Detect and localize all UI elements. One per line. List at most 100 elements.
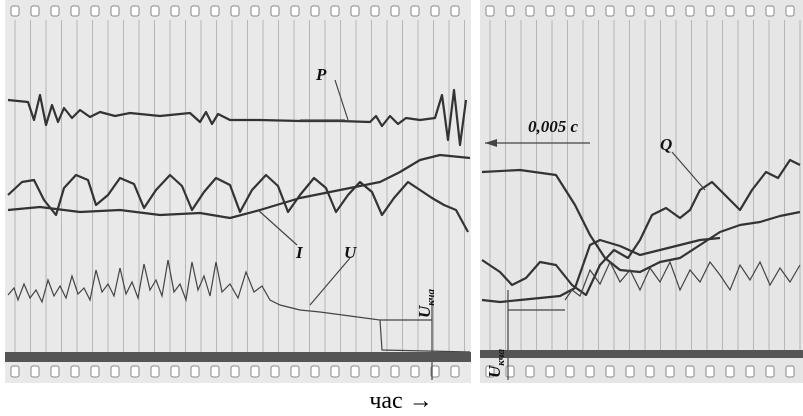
perforation [525, 5, 535, 17]
perforation [270, 5, 280, 17]
film-panels [5, 0, 803, 383]
perforation [150, 365, 160, 378]
perforation [765, 5, 775, 17]
perforation [310, 5, 320, 17]
i-leader [257, 209, 298, 246]
perforation [230, 365, 240, 378]
perforation [110, 5, 120, 17]
perforation [30, 365, 40, 378]
perforation [210, 365, 220, 378]
perforation [705, 365, 715, 378]
label-time-scale: 0,005 c [528, 117, 579, 136]
perforation [90, 5, 100, 17]
label-ukcha-right: Uкча [485, 349, 507, 378]
right-film [480, 0, 803, 383]
perforation [110, 365, 120, 378]
trace-i [7, 173, 469, 233]
perforation [150, 5, 160, 17]
perforation [10, 5, 20, 17]
perforation [665, 5, 675, 17]
perforation [450, 365, 460, 378]
perforation [290, 365, 300, 378]
perforation [190, 5, 200, 17]
perforation [665, 365, 675, 378]
perforation [685, 5, 695, 17]
perforation [565, 5, 575, 17]
perforation [605, 365, 615, 378]
perforation [685, 365, 695, 378]
perforation [130, 365, 140, 378]
perforation [745, 365, 755, 378]
perforation [390, 5, 400, 17]
perforation [390, 365, 400, 378]
perforation [270, 365, 280, 378]
perforation [485, 365, 495, 378]
label-q: Q [660, 135, 672, 154]
base-band [5, 352, 471, 362]
trace-ii [7, 153, 471, 220]
perforation [30, 5, 40, 17]
trace-ur [564, 260, 801, 301]
perforation [625, 365, 635, 378]
perforation [725, 5, 735, 17]
perforation [450, 5, 460, 17]
perforation [585, 365, 595, 378]
trace-u [7, 259, 471, 353]
perforation [330, 5, 340, 17]
perforation [785, 365, 795, 378]
perforation [545, 5, 555, 17]
perforation [230, 5, 240, 17]
q-leader [671, 151, 706, 191]
u-sub: кча [495, 349, 507, 366]
perforation [50, 365, 60, 378]
trace-q [481, 158, 801, 297]
perforation [565, 365, 575, 378]
perforation [430, 365, 440, 378]
perforation [370, 365, 380, 378]
u-sub: кча [425, 289, 437, 306]
perforation [50, 5, 60, 17]
perforation [330, 365, 340, 378]
perforation [410, 5, 420, 17]
perforation [785, 5, 795, 17]
u-leader [309, 257, 351, 306]
right-traces [480, 139, 803, 380]
left-traces [5, 79, 471, 380]
perforation [90, 365, 100, 378]
perforation [765, 365, 775, 378]
perforation [170, 365, 180, 378]
perforation [310, 365, 320, 378]
perforation [130, 5, 140, 17]
label-i: I [295, 243, 304, 262]
perforation [605, 5, 615, 17]
perforation [250, 5, 260, 17]
time-scale-arrow [485, 139, 497, 147]
perforation [350, 365, 360, 378]
perforation [645, 365, 655, 378]
perforation [725, 365, 735, 378]
perforation [645, 5, 655, 17]
caption: час → [369, 388, 432, 414]
perforation [430, 5, 440, 17]
trace-r3 [481, 236, 721, 304]
perforation [625, 5, 635, 17]
perforation [70, 5, 80, 17]
perforation [250, 365, 260, 378]
p-leader [334, 79, 349, 121]
label-ukcha-left: Uкча [415, 289, 437, 318]
u-main: U [485, 365, 504, 378]
perforation [170, 5, 180, 17]
perforation [210, 5, 220, 17]
perforation [585, 5, 595, 17]
label-u: U [344, 243, 357, 262]
perforation [705, 5, 715, 17]
label-p: P [315, 65, 327, 84]
perforation [290, 5, 300, 17]
left-film [5, 0, 471, 383]
perforation [350, 5, 360, 17]
perforation [505, 365, 515, 378]
perforation [545, 365, 555, 378]
time-marks [10, 5, 801, 378]
perforation [410, 365, 420, 378]
